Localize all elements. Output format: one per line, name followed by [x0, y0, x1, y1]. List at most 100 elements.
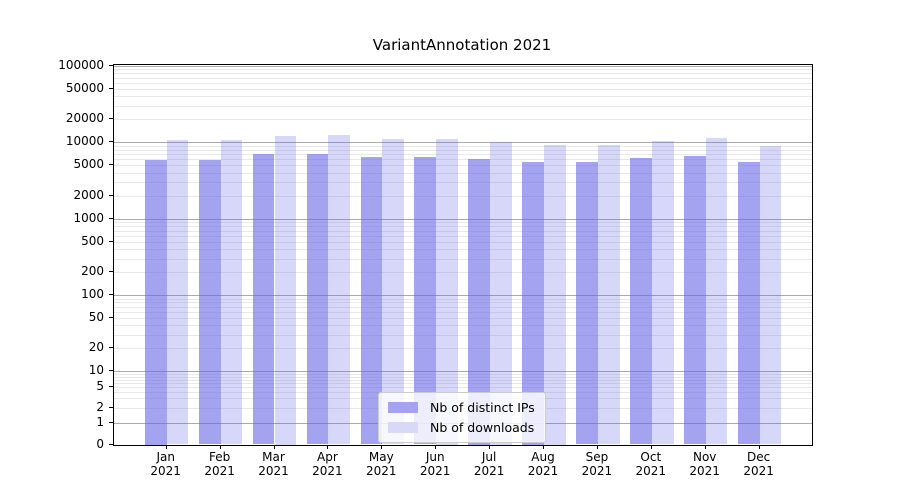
x-axis-tick-label: Jun 2021: [419, 450, 451, 478]
bar-downloads: [274, 136, 297, 445]
gridline-major: [114, 218, 812, 220]
y-axis-tick: [109, 118, 113, 120]
gridline-minor: [114, 241, 812, 243]
legend-swatch-distinct-ips: [388, 402, 418, 413]
x-axis-tick: [758, 445, 760, 449]
y-axis-tick-label: 20000: [65, 111, 104, 126]
y-axis-tick: [109, 65, 113, 66]
bar-downloads: [328, 135, 351, 445]
bar-distinct-ips: [414, 156, 437, 445]
bar-distinct-ips: [737, 161, 760, 445]
x-axis-tick: [596, 445, 598, 449]
y-axis-tick-label: 10000: [65, 134, 104, 149]
x-axis-tick: [273, 445, 275, 449]
y-axis-tick-label: 2: [96, 399, 104, 414]
gridline-minor: [114, 77, 812, 79]
y-axis-tick-label: 5: [96, 379, 104, 393]
gridline-minor: [114, 182, 812, 184]
gridline-minor: [114, 88, 812, 90]
y-axis-tick-label: 100: [81, 287, 104, 301]
y-axis-tick: [109, 347, 113, 349]
y-axis-tick-label: 1000: [73, 210, 104, 225]
bar-downloads: [382, 138, 405, 445]
gridline-major: [114, 142, 812, 144]
gridline-minor: [114, 119, 812, 121]
bar-downloads: [166, 140, 189, 445]
bar-distinct-ips: [630, 158, 652, 445]
gridline-minor: [114, 165, 812, 167]
x-axis-tick: [327, 445, 329, 449]
gridline-major: [114, 66, 812, 67]
bar-downloads: [436, 138, 458, 445]
y-axis-tick-label: 5000: [73, 157, 104, 172]
gridline-minor: [114, 172, 812, 174]
chart-title: VariantAnnotation 2021: [372, 36, 552, 54]
gridline-minor: [114, 235, 812, 237]
gridline-minor: [114, 379, 812, 381]
y-axis-tick: [109, 406, 113, 408]
gridline-minor: [114, 298, 812, 300]
y-axis-tick: [109, 294, 113, 295]
x-axis-tick-label: Nov 2021: [689, 450, 720, 478]
y-axis-tick-label: 200: [81, 264, 104, 278]
gridline-minor: [114, 302, 812, 304]
gridline-minor: [114, 230, 812, 232]
y-axis-tick: [109, 386, 113, 387]
bar-downloads: [759, 146, 782, 445]
x-axis-tick: [489, 445, 491, 449]
bar-distinct-ips: [306, 153, 329, 445]
y-axis-tick: [109, 194, 113, 196]
gridline-minor: [114, 73, 812, 75]
gridline-minor: [114, 149, 812, 151]
x-axis-tick: [435, 445, 437, 449]
y-axis-tick-label: 50: [88, 310, 104, 324]
plot-area: Nb of distinct IPs Nb of downloads: [113, 64, 813, 446]
bar-downloads: [705, 138, 728, 445]
x-axis-tick-label: Dec 2021: [743, 450, 774, 478]
bar-distinct-ips: [144, 159, 167, 445]
gridline-major: [114, 295, 812, 296]
legend-label-distinct-ips: Nb of distinct IPs: [430, 400, 535, 415]
x-axis-tick-label: Jan 2021: [150, 450, 181, 478]
y-axis-tick: [109, 370, 113, 372]
legend-swatch-downloads: [388, 422, 418, 433]
y-axis-tick-label: 500: [81, 233, 104, 248]
y-axis-tick: [109, 164, 113, 166]
bar-downloads: [544, 144, 566, 445]
x-axis-tick-label: Feb 2021: [204, 450, 235, 478]
y-axis-tick: [109, 141, 113, 143]
y-axis-tick: [109, 422, 113, 423]
gridline-minor: [114, 145, 812, 147]
bar-downloads: [490, 141, 512, 445]
legend-label-downloads: Nb of downloads: [430, 420, 535, 435]
bar-distinct-ips: [522, 161, 544, 445]
x-axis-tick: [543, 445, 544, 449]
x-axis-tick: [704, 445, 706, 449]
legend-item-downloads: Nb of downloads: [388, 420, 535, 435]
x-axis-tick-label: May 2021: [366, 450, 397, 478]
gridline-minor: [114, 348, 812, 350]
y-axis-tick: [109, 240, 113, 242]
x-axis-tick-label: Jul 2021: [473, 450, 505, 478]
y-axis-tick-label: 2000: [73, 187, 104, 202]
gridline-minor: [114, 318, 812, 319]
x-axis-tick-label: Aug 2021: [527, 450, 559, 478]
bar-distinct-ips: [468, 159, 491, 445]
gridline-minor: [114, 387, 812, 388]
bar-downloads: [220, 140, 243, 445]
bar-distinct-ips: [198, 159, 221, 445]
y-axis-tick-label: 1: [96, 415, 104, 429]
bar-distinct-ips: [683, 155, 706, 445]
y-axis-tick: [109, 317, 113, 318]
y-axis-tick: [109, 443, 113, 445]
y-axis-tick-label: 0: [96, 436, 104, 451]
gridline-minor: [114, 311, 812, 313]
gridline-minor: [114, 325, 812, 327]
gridline-minor: [114, 306, 812, 308]
gridline-minor: [114, 82, 812, 84]
gridline-minor: [114, 376, 812, 378]
bar-distinct-ips: [252, 154, 275, 445]
y-axis-tick: [109, 271, 113, 272]
gridline-minor: [114, 105, 812, 107]
